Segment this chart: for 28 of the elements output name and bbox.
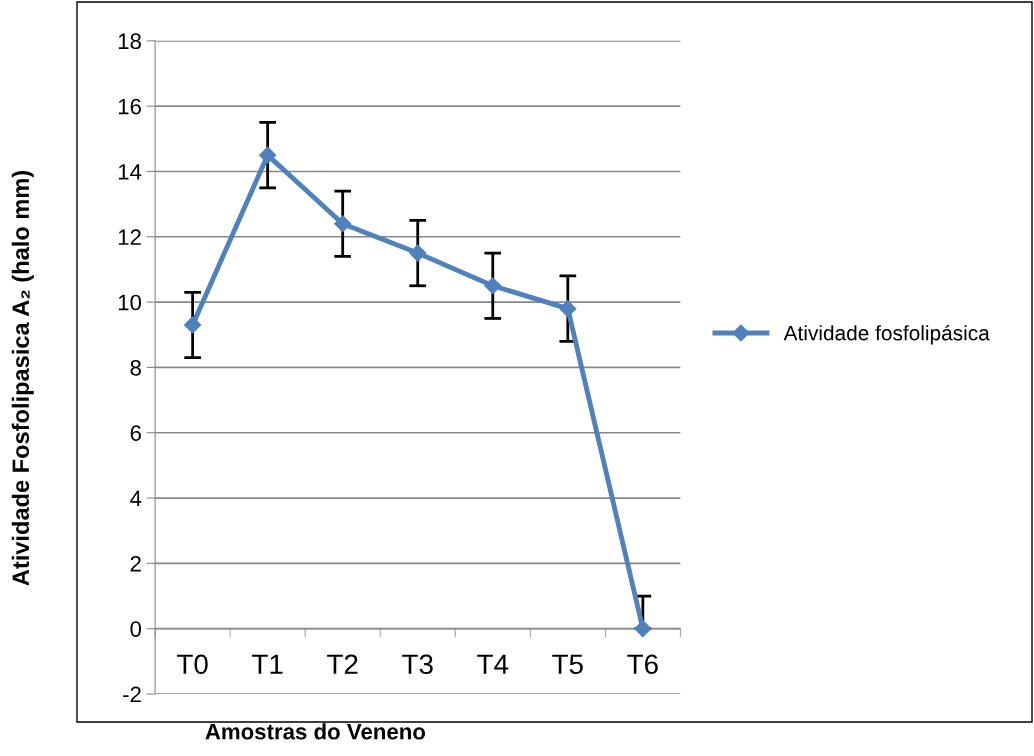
y-tick-label: 16	[118, 98, 141, 115]
legend-label: Atividade fosfolipásica	[783, 324, 990, 345]
x-tick-label: T2	[327, 654, 358, 674]
point	[484, 277, 502, 295]
x-axis-title: Amostras do Veneno	[205, 723, 426, 740]
y-tick-label: 8	[130, 359, 141, 376]
x-tick-label: T0	[177, 654, 208, 675]
y-tick-label: 6	[130, 425, 141, 442]
x-tick-label: T6	[627, 654, 658, 675]
x-tick-label: T1	[252, 654, 283, 674]
x-tick-label: T3	[402, 654, 433, 675]
point	[184, 316, 202, 334]
point	[259, 146, 277, 164]
y-axis-title: Atividade Fosfolipasica A₂ (halo mm)	[11, 171, 34, 586]
y-tick-label: 2	[130, 555, 141, 572]
y-tick-label: 4	[130, 490, 142, 507]
y-tick-label: 0	[130, 621, 142, 637]
point	[559, 300, 577, 318]
y-tick-label: 18	[118, 33, 141, 50]
x-tick-label: T5	[552, 654, 583, 675]
y-tick-label: 10	[118, 294, 142, 311]
point	[409, 244, 427, 262]
y-tick-label: -2	[123, 686, 141, 703]
x-tick-label: T4	[477, 654, 509, 674]
point	[634, 620, 652, 638]
point	[334, 215, 352, 233]
y-tick-label: 12	[118, 229, 141, 245]
y-tick-label: 14	[118, 164, 142, 180]
